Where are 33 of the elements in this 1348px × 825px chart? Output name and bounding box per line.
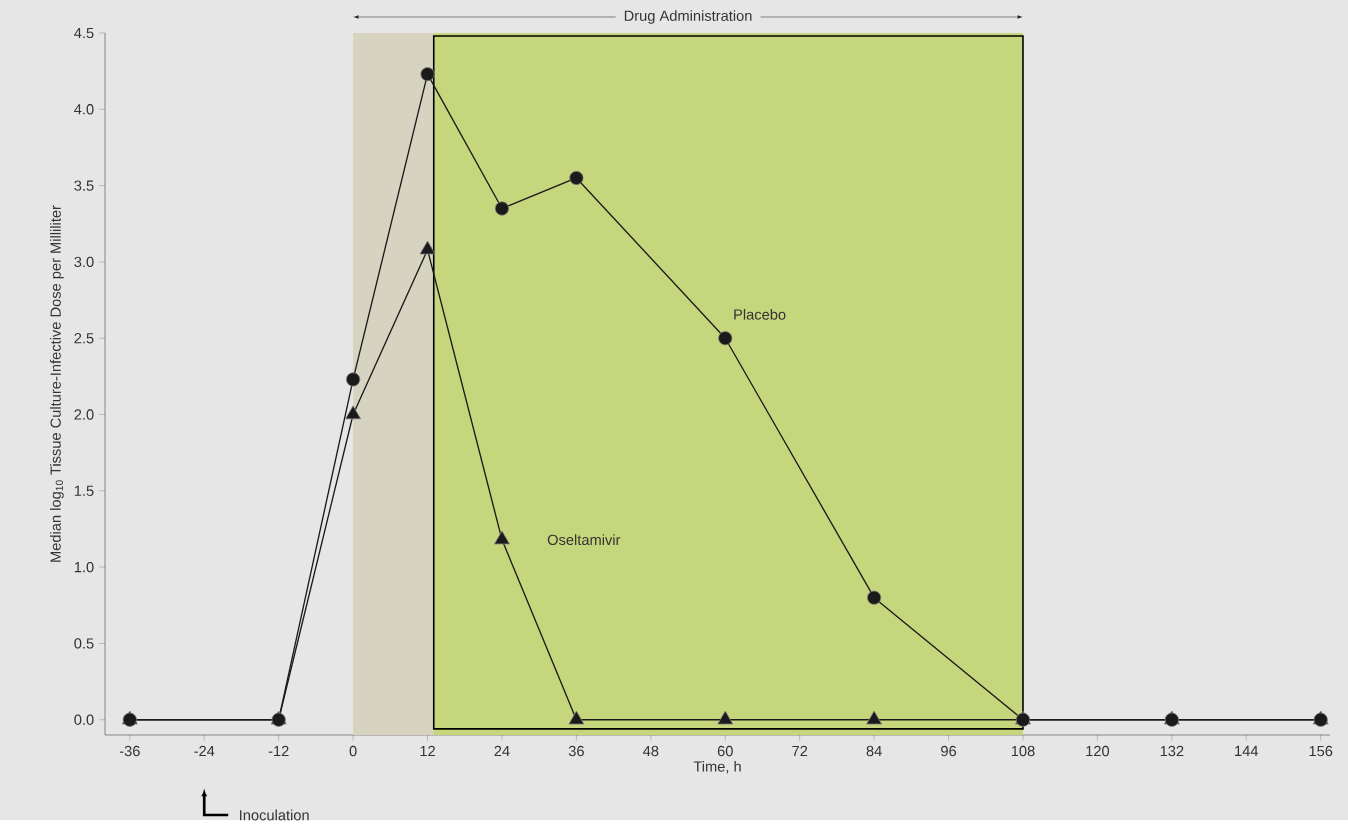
x-tick-label: 36: [568, 745, 584, 757]
x-tick-label: -12: [268, 745, 289, 756]
y-tick-label: 0.5: [74, 638, 94, 649]
x-tick-label: 132: [1160, 745, 1184, 757]
x-tick-label: 156: [1309, 745, 1333, 757]
x-tick-label: -24: [194, 745, 215, 756]
x-axis-title: Time, h: [693, 760, 741, 774]
x-tick-label: 108: [1011, 745, 1035, 757]
y-tick-label: 0.0: [74, 714, 94, 725]
x-tick-label: 96: [941, 745, 957, 757]
text: Oseltamivir: [547, 534, 621, 545]
x-tick-label: 84: [866, 745, 882, 757]
series-label: Placebo: [734, 308, 786, 320]
y-tick-label: 2.5: [74, 332, 94, 344]
x-tick-label: 120: [1086, 745, 1110, 757]
x-tick-label: 60: [717, 745, 733, 757]
y-tick-label: 4.0: [74, 103, 94, 115]
x-tick-label: 12: [420, 745, 435, 756]
y-tick-label: 3.0: [74, 256, 94, 267]
y-tick-label: 4.5: [74, 27, 94, 38]
x-tick-label: 48: [643, 745, 659, 757]
band-label: Drug Administration: [624, 10, 752, 24]
x-tick-label: 144: [1235, 745, 1259, 756]
y-tick-label: 1.0: [74, 561, 94, 573]
x-tick-label: 0: [349, 745, 357, 757]
y-tick-label: 3.5: [74, 180, 94, 191]
x-tick-label: -36: [119, 745, 140, 757]
y-tick-label: 2.0: [74, 409, 94, 420]
y-axis-title: Median log$_{10}$ Tissue Culture-Infective Dose per Milliliter: [50, 205, 64, 562]
y-tick-label: 1.5: [74, 485, 94, 496]
x-tick-label: 24: [494, 745, 510, 756]
x-tick-label: 72: [792, 745, 808, 756]
text: Inoculation: [240, 809, 309, 821]
